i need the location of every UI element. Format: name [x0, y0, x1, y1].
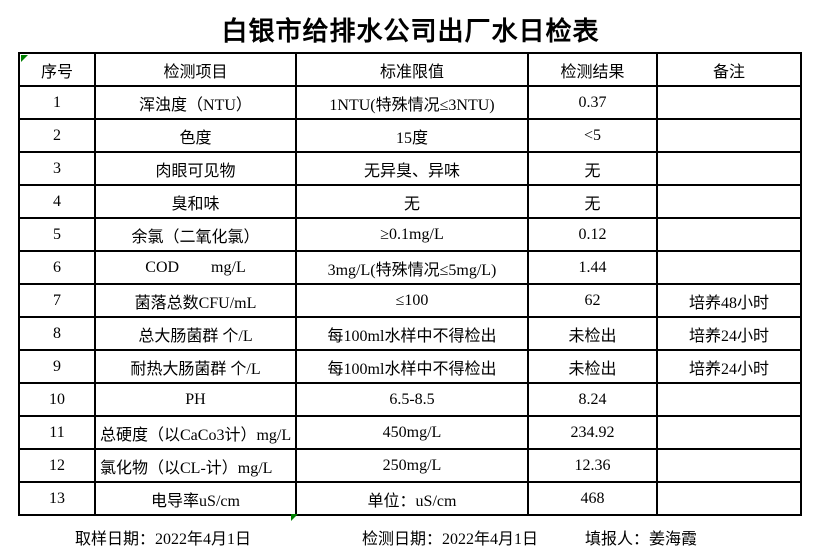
cell-result: 12.36: [527, 448, 658, 483]
table-row: 9 耐热大肠菌群 个/L 每100ml水样中不得检出 未检出 培养24小时: [18, 349, 802, 384]
cell-standard: ≥0.1mg/L: [295, 217, 529, 252]
cell-seq: 13: [18, 481, 96, 516]
cell-standard: 3mg/L(特殊情况≤5mg/L): [295, 250, 529, 285]
cell-standard: 1NTU(特殊情况≤3NTU): [295, 85, 529, 120]
cell-item: 氯化物（以CL-计）mg/L: [94, 448, 297, 483]
cell-note: [656, 481, 802, 516]
cell-seq: 2: [18, 118, 96, 153]
table-row: 11 总硬度（以CaCo3计）mg/L 450mg/L 234.92: [18, 415, 802, 450]
cell-seq: 1: [18, 85, 96, 120]
sampling-date-label: 取样日期：2022年4月1日: [75, 531, 252, 548]
cell-seq: 8: [18, 316, 96, 351]
green-triangle-icon: [21, 55, 28, 62]
table-header-row: 序号 检测项目 标准限值 检测结果 备注: [18, 52, 802, 87]
cell-item: 余氯（二氧化氯）: [94, 217, 297, 252]
table-row: 6 COD mg/L 3mg/L(特殊情况≤5mg/L) 1.44: [18, 250, 802, 285]
cell-seq: 10: [18, 382, 96, 417]
cell-standard: 每100ml水样中不得检出: [295, 316, 529, 351]
cell-result: 468: [527, 481, 658, 516]
cell-seq: 4: [18, 184, 96, 219]
cell-item: 总大肠菌群 个/L: [94, 316, 297, 351]
table-row: 1 浑浊度（NTU） 1NTU(特殊情况≤3NTU) 0.37: [18, 85, 802, 120]
cell-standard: 15度: [295, 118, 529, 153]
cell-item: PH: [94, 382, 297, 417]
cell-seq: 7: [18, 283, 96, 318]
cell-standard: 无异臭、异味: [295, 151, 529, 186]
cell-note: [656, 118, 802, 153]
cell-result: 0.37: [527, 85, 658, 120]
table-row: 3 肉眼可见物 无异臭、异味 无: [18, 151, 802, 186]
cell-item: 总硬度（以CaCo3计）mg/L: [94, 415, 297, 450]
cell-result: 未检出: [527, 349, 658, 384]
table-row: 4 臭和味 无 无: [18, 184, 802, 219]
table-row: 5 余氯（二氧化氯） ≥0.1mg/L 0.12: [18, 217, 802, 252]
cell-item: COD mg/L: [94, 250, 297, 285]
table-row: 8 总大肠菌群 个/L 每100ml水样中不得检出 未检出 培养24小时: [18, 316, 802, 351]
cell-item: 浑浊度（NTU）: [94, 85, 297, 120]
cell-seq: 11: [18, 415, 96, 450]
col-header-note: 备注: [656, 52, 802, 87]
cell-result: 8.24: [527, 382, 658, 417]
cell-note: [656, 151, 802, 186]
cell-note: [656, 448, 802, 483]
inspection-table: 序号 检测项目 标准限值 检测结果 备注 1 浑浊度（NTU） 1NTU(特殊情…: [18, 52, 802, 516]
cell-result: 未检出: [527, 316, 658, 351]
cell-standard: 250mg/L: [295, 448, 529, 483]
col-header-item: 检测项目: [94, 52, 297, 87]
cell-standard: 450mg/L: [295, 415, 529, 450]
reporter-label: 填报人：姜海霞: [585, 531, 698, 548]
cell-standard: 无: [295, 184, 529, 219]
table-row: 10 PH 6.5-8.5 8.24: [18, 382, 802, 417]
cell-item: 臭和味: [94, 184, 297, 219]
cell-seq: 9: [18, 349, 96, 384]
cell-note: 培养48小时: [656, 283, 802, 318]
cell-standard: 每100ml水样中不得检出: [295, 349, 529, 384]
cell-seq: 12: [18, 448, 96, 483]
green-triangle-icon: [291, 514, 298, 521]
page-title: 白银市给排水公司出厂水日检表: [221, 17, 600, 46]
cell-note: [656, 250, 802, 285]
cell-result: 62: [527, 283, 658, 318]
table-row: 13 电导率uS/cm 单位：uS/cm 468: [18, 481, 802, 516]
cell-item: 耐热大肠菌群 个/L: [94, 349, 297, 384]
col-header-standard: 标准限值: [295, 52, 529, 87]
cell-note: 培养24小时: [656, 349, 802, 384]
cell-result: 1.44: [527, 250, 658, 285]
cell-seq: 6: [18, 250, 96, 285]
cell-standard: 6.5-8.5: [295, 382, 529, 417]
col-header-seq: 序号: [18, 52, 96, 87]
cell-result: <5: [527, 118, 658, 153]
table-row: 2 色度 15度 <5: [18, 118, 802, 153]
cell-seq: 5: [18, 217, 96, 252]
cell-note: [656, 382, 802, 417]
cell-result: 234.92: [527, 415, 658, 450]
cell-standard: 单位：uS/cm: [295, 481, 529, 516]
testing-date-label: 检测日期：2022年4月1日: [362, 531, 539, 548]
cell-seq: 3: [18, 151, 96, 186]
cell-note: [656, 85, 802, 120]
cell-item: 菌落总数CFU/mL: [94, 283, 297, 318]
table-row: 12 氯化物（以CL-计）mg/L 250mg/L 12.36: [18, 448, 802, 483]
cell-note: [656, 217, 802, 252]
cell-note: [656, 415, 802, 450]
cell-item: 色度: [94, 118, 297, 153]
col-header-result: 检测结果: [527, 52, 658, 87]
cell-note: [656, 184, 802, 219]
cell-item: 肉眼可见物: [94, 151, 297, 186]
cell-note: 培养24小时: [656, 316, 802, 351]
cell-item: 电导率uS/cm: [94, 481, 297, 516]
table-row: 7 菌落总数CFU/mL ≤100 62 培养48小时: [18, 283, 802, 318]
cell-result: 无: [527, 151, 658, 186]
cell-result: 无: [527, 184, 658, 219]
cell-standard: ≤100: [295, 283, 529, 318]
cell-result: 0.12: [527, 217, 658, 252]
